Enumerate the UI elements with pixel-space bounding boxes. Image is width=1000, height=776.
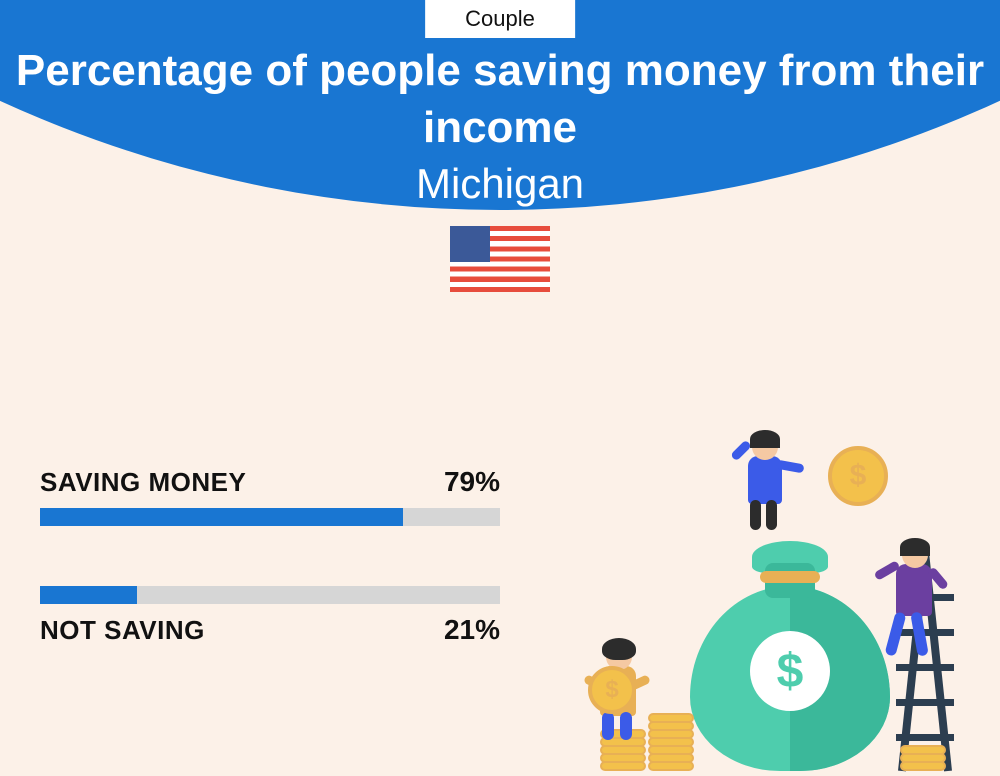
bar-chart: SAVING MONEY 79% NOT SAVING 21%: [40, 466, 500, 706]
person-top-icon: [720, 426, 820, 546]
coin-icon: $: [588, 666, 636, 714]
person-ladder-icon: [870, 536, 970, 716]
money-bag-icon: $: [690, 541, 890, 771]
savings-illustration: $ $ $: [570, 416, 990, 776]
bar-track: [40, 586, 500, 604]
bar-label: NOT SAVING: [40, 615, 205, 646]
bar-value: 21%: [444, 614, 500, 646]
bar-value: 79%: [444, 466, 500, 498]
bar-fill: [40, 508, 403, 526]
bar-saving: SAVING MONEY 79%: [40, 466, 500, 526]
page-title: Percentage of people saving money from t…: [0, 42, 1000, 156]
headline-block: Percentage of people saving money from t…: [0, 42, 1000, 208]
bar-track: [40, 508, 500, 526]
bar-not-saving: NOT SAVING 21%: [40, 586, 500, 646]
bar-fill: [40, 586, 137, 604]
coin-icon: $: [828, 446, 888, 506]
category-tag: Couple: [425, 0, 575, 38]
coin-stack-icon: [900, 747, 946, 771]
bar-label: SAVING MONEY: [40, 467, 246, 498]
usa-flag-icon: [450, 226, 550, 292]
location-subtitle: Michigan: [0, 160, 1000, 208]
category-label: Couple: [465, 6, 535, 31]
